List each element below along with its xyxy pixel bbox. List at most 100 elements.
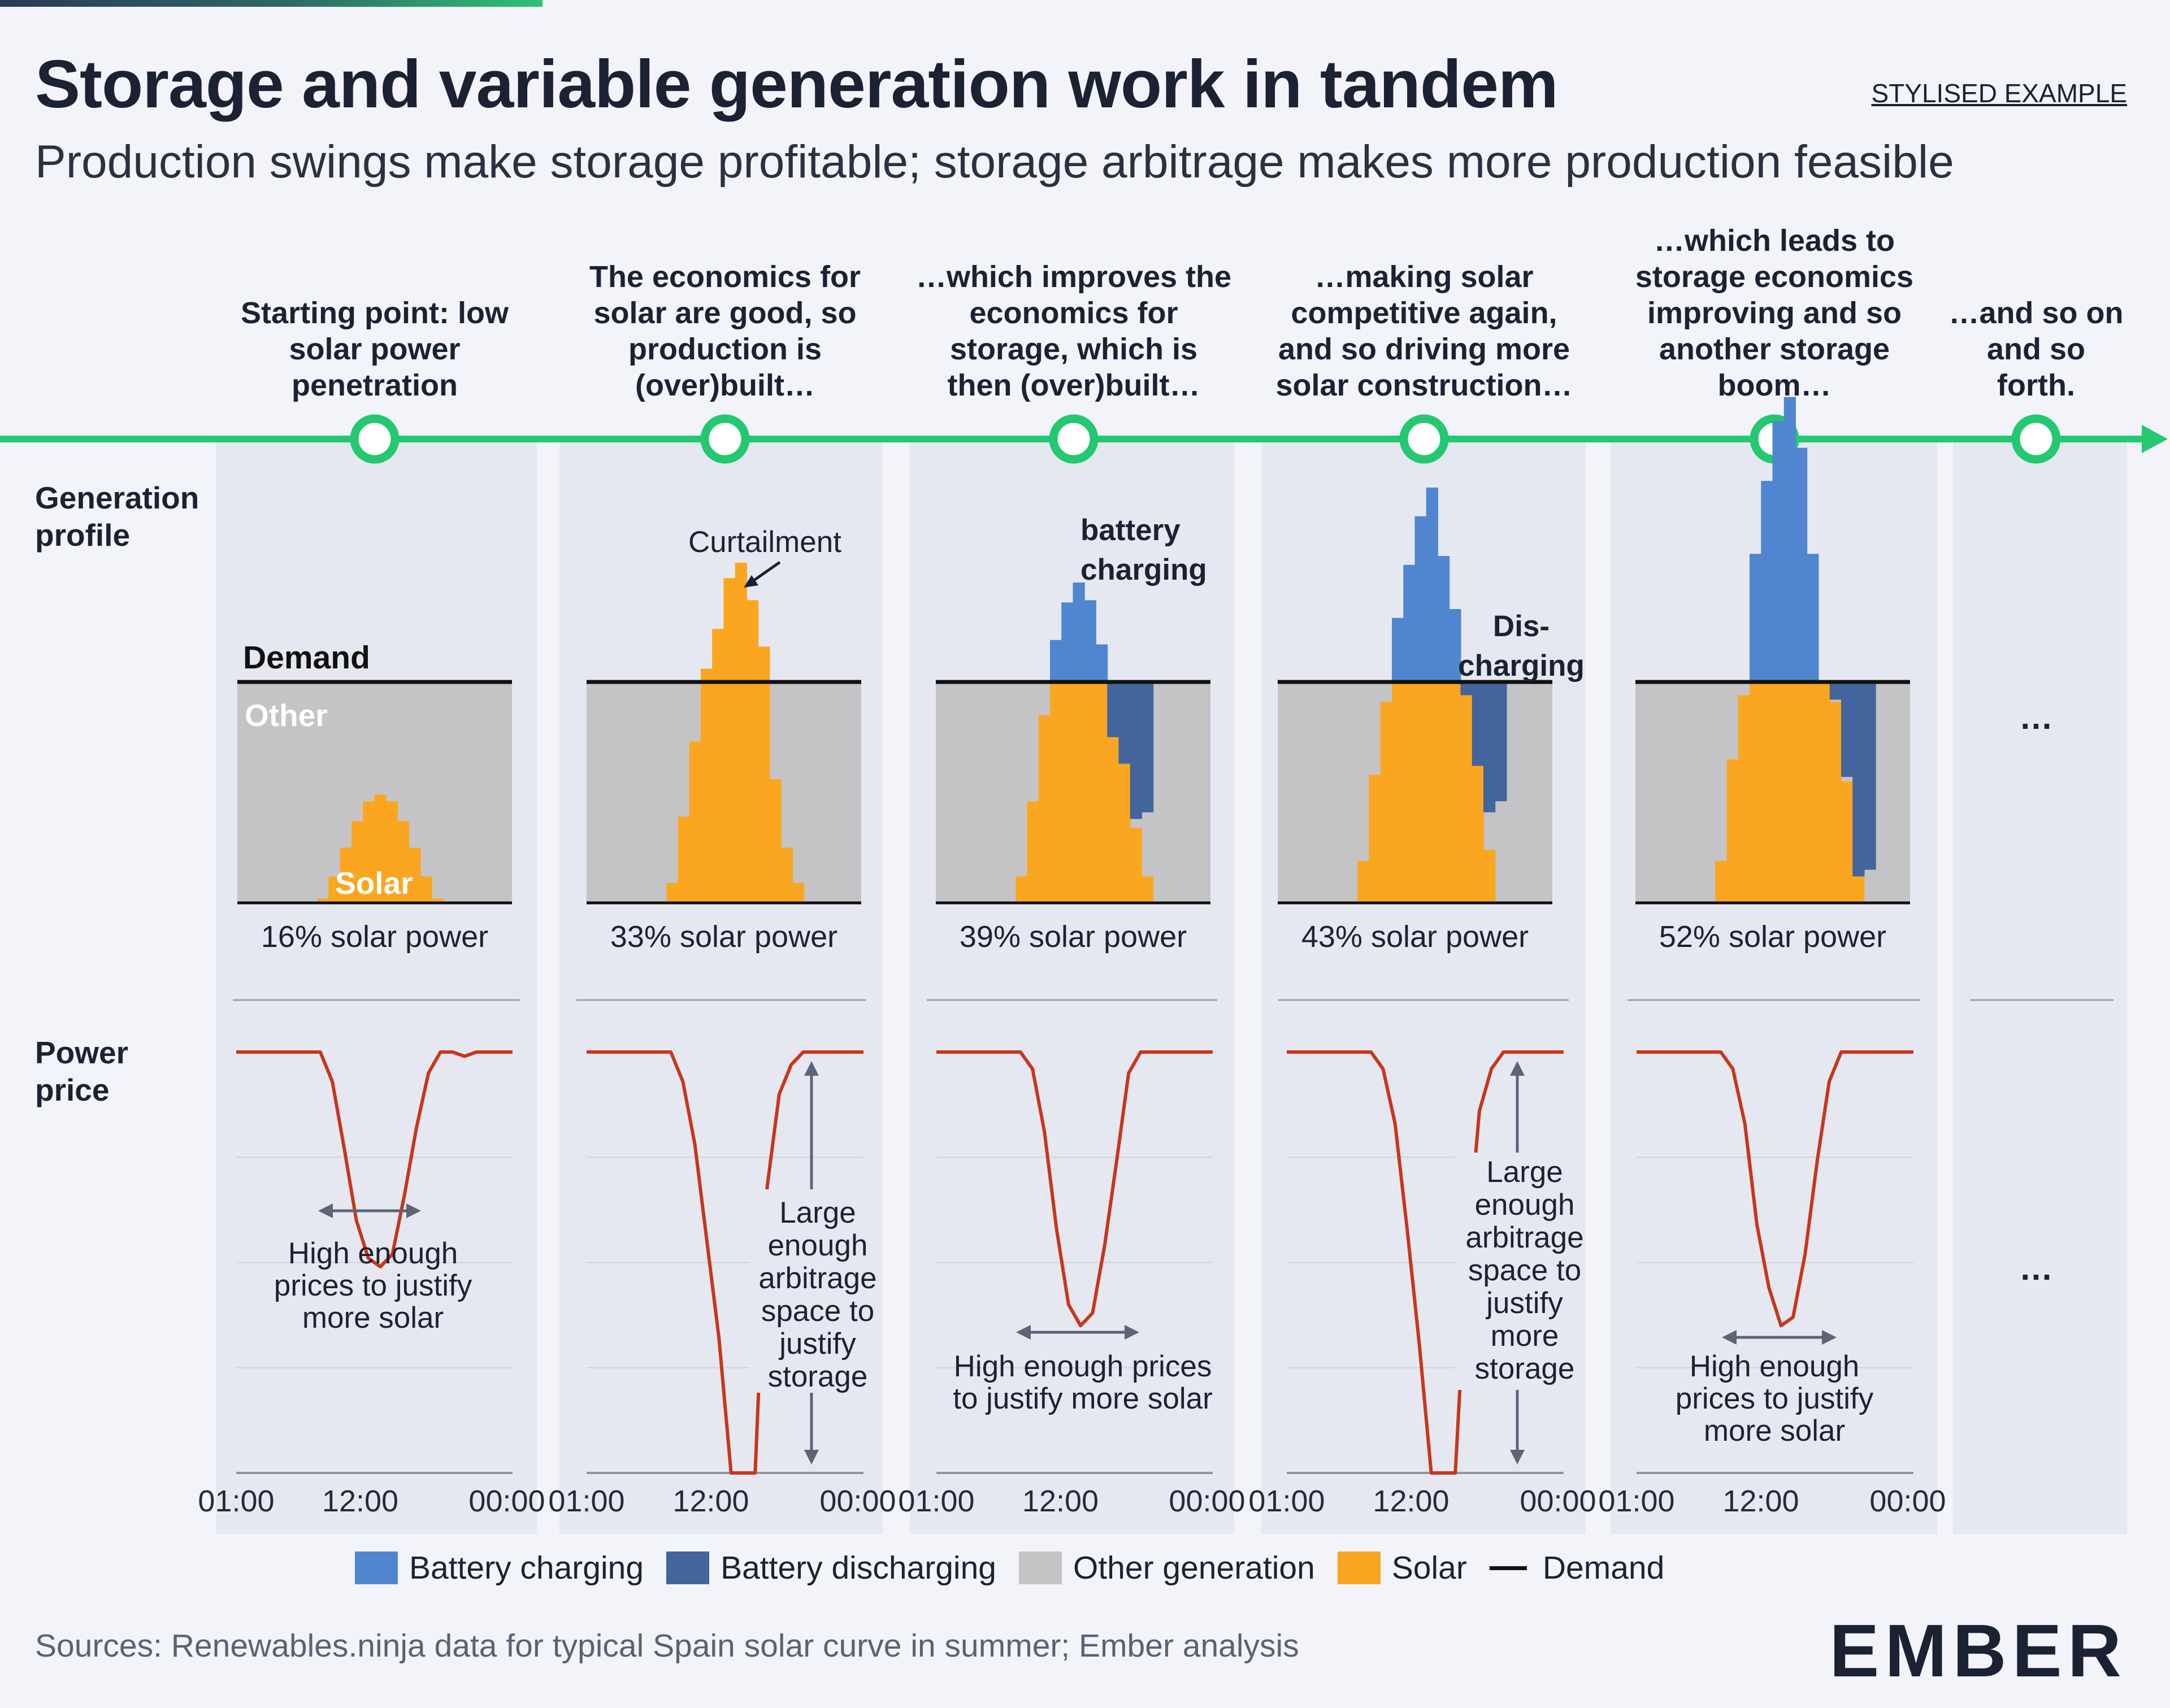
step-2-text-line-3: production is <box>628 332 822 366</box>
battery-charging-bar-4-h12 <box>1414 516 1427 682</box>
solar-bar-2-h8 <box>678 816 690 903</box>
solar-bar-4-h7 <box>1357 860 1370 903</box>
solar-bar-5-h9 <box>1738 695 1750 903</box>
solar-bar-2-h11 <box>712 629 724 903</box>
solar-bar-2-h12 <box>723 578 736 903</box>
step-1-text-line-2: solar power <box>289 332 460 366</box>
price-note-4-line-6: more <box>1491 1319 1559 1353</box>
price-tick-end-4: 00:00 <box>1520 1484 1596 1518</box>
row-label-price: Power price <box>35 1034 128 1109</box>
step-2-text-line-2: solar are good, so <box>593 296 856 330</box>
step-2-text-line-4: (over)built… <box>635 368 815 402</box>
step-6-text-line-2: and so <box>1987 332 2085 366</box>
step-4-text-line-1: …making solar <box>1314 260 1533 294</box>
price-note-3-line-2: to justify more solar <box>953 1382 1212 1415</box>
battery-discharging-bar-4-h19 <box>1495 682 1507 802</box>
legend-item-solar: Solar <box>1337 1549 1467 1587</box>
demand-label: Demand <box>243 640 370 676</box>
price-note-4-bg <box>1455 1153 1579 1390</box>
battery-charging-bar-3-h12 <box>1073 583 1085 682</box>
other-label: Other <box>245 698 328 733</box>
price-note-2-line-4: space to <box>761 1294 874 1328</box>
price-line-5 <box>1637 1050 1913 1328</box>
panel-bg-6 <box>1953 441 2127 1534</box>
solar-bar-5-h17 <box>1829 702 1842 903</box>
solar-bar-2-h9 <box>689 741 701 903</box>
solar-bar-4-h12 <box>1414 682 1427 903</box>
step-4-text-line-2: competitive again, <box>1291 296 1557 330</box>
step-3-text-line-3: storage, which is <box>950 332 1197 366</box>
battery-discharging-bar-3-h16 <box>1118 682 1131 764</box>
price-tick-mid-1: 12:00 <box>322 1484 398 1518</box>
solar-bar-5-h7 <box>1715 860 1728 903</box>
solar-bar-1-h14 <box>397 821 410 903</box>
solar-bar-1-h7 <box>317 898 329 903</box>
top-accent-bar <box>0 0 542 7</box>
legend-item-battery-charging: Battery charging <box>355 1549 644 1587</box>
price-note-5-line-2: prices to justify <box>1676 1382 1874 1415</box>
solar-bar-3-h12 <box>1073 682 1085 903</box>
step-2-text-line-1: The economics for <box>589 260 861 294</box>
price-note-5-line-1: High enough <box>1690 1350 1860 1383</box>
step-5-text-line-5: boom… <box>1718 368 1832 402</box>
solar-bar-2-h17 <box>780 848 793 903</box>
battery-charging-bar-4-h13 <box>1426 487 1438 682</box>
step-4-text-line-3: and so driving more <box>1278 332 1570 366</box>
solar-bar-3-h17 <box>1130 828 1142 903</box>
solar-share-label-1: 16% solar power <box>261 920 488 954</box>
solar-bar-4-h18 <box>1483 850 1496 903</box>
battery-discharging-bar-4-h18 <box>1483 682 1496 812</box>
solar-share-label-5: 52% solar power <box>1659 920 1886 954</box>
solar-bar-4-h11 <box>1403 682 1416 903</box>
price-tick-start-4: 01:00 <box>1248 1484 1325 1518</box>
curtailment-label: Curtailment <box>688 525 841 559</box>
solar-bar-3-h7 <box>1015 876 1028 903</box>
battery-charging-bar-5-h10 <box>1750 554 1762 682</box>
solar-bar-5-h10 <box>1750 682 1762 903</box>
price-arrow-4-head-bottom <box>1510 1450 1525 1464</box>
price-note-2-line-1: Large <box>779 1196 856 1229</box>
solar-bar-3-h10 <box>1050 682 1062 903</box>
price-note-2-line-6: storage <box>768 1360 868 1393</box>
solar-bar-1-h11 <box>363 801 375 903</box>
price-tick-mid-3: 12:00 <box>1022 1484 1099 1518</box>
solar-bar-2-h14 <box>747 600 759 903</box>
price-arrow-2-head-bottom <box>804 1450 819 1464</box>
solar-label: Solar <box>335 866 413 901</box>
price-note-4-line-2: enough <box>1475 1188 1575 1222</box>
battery-discharging-bar-3-h17 <box>1130 682 1142 819</box>
solar-bar-4-h16 <box>1460 695 1473 903</box>
page-subtitle: Production swings make storage profitabl… <box>35 136 1954 188</box>
legend-label-solar: Solar <box>1391 1550 1467 1586</box>
price-note-4-line-3: arbitrage <box>1465 1221 1583 1254</box>
price-arrow-5-head-right <box>1822 1330 1837 1345</box>
price-line-3 <box>936 1050 1213 1328</box>
solar-bar-4-h15 <box>1449 682 1461 903</box>
price-note-4-line-1: Large <box>1486 1155 1563 1189</box>
solar-bar-5-h14 <box>1795 682 1808 903</box>
price-arrow-4-head-top <box>1510 1061 1525 1076</box>
solar-bar-1-h15 <box>409 848 421 903</box>
timeline-arrowhead <box>2142 425 2168 453</box>
ellipsis-price: … <box>2019 1249 2053 1287</box>
solar-share-label-4: 43% solar power <box>1301 920 1529 954</box>
price-note-1-line-1: High enough <box>288 1237 458 1270</box>
solar-bar-1-h12 <box>374 794 387 903</box>
timeline-node-3 <box>1049 414 1099 464</box>
battery-charging-label-line-2: charging <box>1080 553 1207 586</box>
step-4-text-line-4: solar construction… <box>1275 368 1572 402</box>
price-arrow-1-head-right <box>406 1203 421 1218</box>
solar-bar-4-h10 <box>1392 682 1404 903</box>
timeline-node-2 <box>700 414 750 464</box>
row-label-price-line1: Power <box>35 1035 129 1070</box>
battery-charging-bar-3-h13 <box>1084 600 1096 682</box>
battery-charging-bar-3-h14 <box>1096 644 1108 682</box>
row-label-price-line2: price <box>35 1072 110 1107</box>
price-line-2 <box>587 1050 863 1475</box>
battery-discharging-bar-5-h18 <box>1841 682 1854 777</box>
stylised-example-tag: STYLISED EXAMPLE <box>1871 79 2128 108</box>
battery-charging-label-line-1: battery <box>1080 514 1181 547</box>
discharging-label-line-2: charging <box>1458 649 1585 683</box>
solar-bar-4-h13 <box>1426 682 1438 903</box>
price-tick-end-3: 00:00 <box>1169 1484 1245 1518</box>
